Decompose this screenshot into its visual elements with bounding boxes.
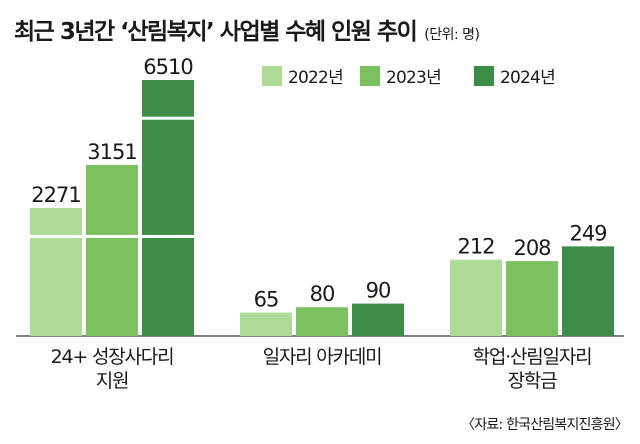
category-label-2-0: 학업·산림일자리 <box>473 346 592 368</box>
category-label-0-0: 24+ 성장사다리 <box>51 346 174 368</box>
legend-swatch-2 <box>474 66 494 86</box>
bar-break-0-0-0 <box>30 234 82 238</box>
legend-swatch-1 <box>360 66 380 86</box>
data-label-0-2: 6510 <box>143 55 192 79</box>
category-label-1-0: 일자리 아카데미 <box>263 346 382 368</box>
data-label-1-2: 90 <box>366 279 391 303</box>
legend-label-2: 2024년 <box>500 68 555 88</box>
data-label-2-0: 212 <box>457 235 494 259</box>
bar-break-0-1-0 <box>86 234 138 238</box>
legend-swatch-0 <box>262 66 282 86</box>
unit-label: (단위: 명) <box>424 27 480 43</box>
category-label-0-1: 지원 <box>96 370 129 392</box>
data-label-0-1: 3151 <box>87 140 136 164</box>
data-label-0-0: 2271 <box>31 183 80 207</box>
data-label-1-0: 65 <box>254 288 279 312</box>
bar-2-0 <box>450 259 502 336</box>
data-label-1-1: 80 <box>310 282 335 306</box>
bar-2-2 <box>562 246 614 336</box>
bar-0-1 <box>86 164 138 336</box>
chart-title: 최근 3년간 ‘산림복지’ 사업별 수혜 인원 추이 <box>14 19 418 45</box>
bar-0-0 <box>30 208 82 336</box>
bar-break-0-2-0 <box>142 234 194 238</box>
bar-1-2 <box>352 303 404 336</box>
data-label-2-2: 249 <box>569 221 606 245</box>
category-label-2-1: 장학금 <box>508 370 558 392</box>
data-label-2-1: 208 <box>513 236 550 260</box>
source-note: 〈자료: 한국산림복지진흥원〉 <box>461 417 629 433</box>
legend-label-0: 2022년 <box>288 68 343 88</box>
bar-0-2 <box>142 80 194 336</box>
bar-2-1 <box>506 261 558 336</box>
bar-break-0-2-1 <box>142 116 194 120</box>
bar-1-1 <box>296 307 348 336</box>
legend-label-1: 2023년 <box>386 68 441 88</box>
bar-1-0 <box>240 312 292 336</box>
chart-title-line: 최근 3년간 ‘산림복지’ 사업별 수혜 인원 추이 (단위: 명) <box>14 12 480 46</box>
